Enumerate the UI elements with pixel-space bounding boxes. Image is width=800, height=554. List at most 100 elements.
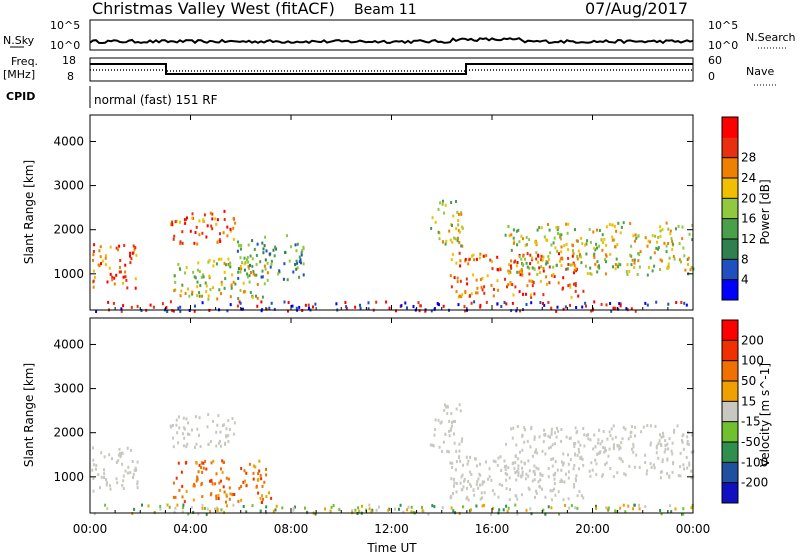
power-scatter-cell <box>277 272 280 276</box>
power-scatter-cell <box>618 302 621 306</box>
velocity-scatter-cell <box>192 498 195 502</box>
velocity-scatter-cell <box>563 480 566 484</box>
velocity-scatter-cell <box>552 473 555 477</box>
velocity-scatter-cell <box>463 479 466 483</box>
power-scatter-cell <box>483 291 486 295</box>
power-scatter-cell <box>552 272 555 276</box>
power-scatter-cell <box>683 254 686 258</box>
power-scatter-cell <box>201 231 204 235</box>
velocity-scatter-cell <box>577 440 580 444</box>
velocity-scatter-cell <box>479 497 482 501</box>
power-scatter-cell <box>92 258 94 262</box>
power-scatter-cell <box>669 229 672 233</box>
power-scatter-cell <box>431 216 434 220</box>
power-scatter-cell <box>300 251 303 255</box>
power-y-tick-label: 2000 <box>53 223 84 237</box>
power-scatter-cell <box>678 258 681 262</box>
power-scatter-cell <box>247 260 250 264</box>
power-scatter-cell <box>480 285 483 289</box>
velocity-scatter-cell <box>195 461 198 465</box>
power-scatter-cell <box>194 231 197 234</box>
power-scatter-cell <box>444 203 447 207</box>
velocity-scatter-cell <box>574 506 577 510</box>
velocity-scatter-cell <box>664 439 667 443</box>
velocity-scatter-cell <box>185 445 188 449</box>
power-colorbar-tick-label: 20 <box>741 191 756 205</box>
velocity-scatter-cell <box>176 503 179 507</box>
power-scatter-cell <box>605 254 608 258</box>
velocity-scatter-cell <box>92 489 95 493</box>
power-scatter-cell <box>216 297 219 301</box>
velocity-scatter-cell <box>453 484 455 488</box>
velocity-scatter-cell <box>116 481 119 485</box>
power-scatter-cell <box>573 264 576 268</box>
velocity-scatter-cell <box>506 509 509 513</box>
power-scatter-cell <box>574 228 576 232</box>
velocity-scatter-cell <box>682 463 685 467</box>
power-scatter-cell <box>208 274 211 278</box>
velocity-scatter-cell <box>499 455 502 459</box>
velocity-scatter-cell <box>553 477 556 481</box>
power-scatter-cell <box>300 253 303 257</box>
velocity-scatter-cell <box>573 482 576 486</box>
power-scatter-cell <box>234 282 237 286</box>
velocity-scatter-cell <box>469 482 471 486</box>
power-scatter-cell <box>115 273 118 277</box>
power-scatter-cell <box>644 301 647 305</box>
velocity-scatter-cell <box>595 504 597 508</box>
velocity-scatter-cell <box>593 433 596 437</box>
velocity-scatter-cell <box>475 482 478 486</box>
power-scatter-cell <box>556 228 559 232</box>
velocity-panel-frame <box>89 317 694 514</box>
velocity-scatter-cell <box>479 483 481 487</box>
velocity-scatter-cell <box>183 500 186 504</box>
power-scatter-cell <box>605 260 607 264</box>
power-scatter-cell <box>251 264 254 268</box>
velocity-scatter-cell <box>182 503 185 507</box>
power-scatter-cell <box>166 310 169 313</box>
power-scatter-cell <box>592 230 595 234</box>
velocity-scatter-cell <box>604 449 607 453</box>
velocity-scatter-cell <box>618 447 621 451</box>
power-scatter-cell <box>307 303 310 307</box>
velocity-scatter-cell <box>292 506 295 510</box>
power-scatter-cell <box>134 286 137 290</box>
power-scatter-cell <box>542 269 545 273</box>
power-scatter-cell <box>437 207 440 211</box>
velocity-scatter-cell <box>547 505 550 509</box>
power-scatter-cell <box>666 266 669 270</box>
power-scatter-cell <box>510 248 513 252</box>
velocity-scatter-cell <box>616 443 619 447</box>
power-scatter-cell <box>417 301 420 305</box>
power-scatter-cell <box>457 223 460 227</box>
power-scatter-cell <box>92 279 95 283</box>
power-scatter-cell <box>622 221 625 225</box>
power-scatter-cell <box>239 301 242 305</box>
velocity-scatter-cell <box>402 510 405 514</box>
velocity-scatter-cell <box>470 473 473 476</box>
velocity-scatter-cell <box>550 506 553 510</box>
velocity-scatter-cell <box>237 499 240 503</box>
power-scatter-cell <box>584 301 587 305</box>
velocity-scatter-cell <box>207 442 210 446</box>
velocity-scatter-cell <box>660 470 663 474</box>
velocity-scatter-cell <box>147 504 150 508</box>
power-scatter-cell <box>684 268 687 272</box>
velocity-scatter-cell <box>467 480 470 483</box>
velocity-scatter-cell <box>194 445 196 449</box>
power-scatter-cell <box>493 287 495 291</box>
power-scatter-cell <box>538 266 541 270</box>
velocity-scatter-cell <box>91 468 94 472</box>
velocity-scatter-cell <box>592 447 595 451</box>
power-scatter-cell <box>450 201 453 204</box>
power-scatter-cell <box>255 263 258 266</box>
power-scatter-cell <box>518 270 521 274</box>
power-scatter-cell <box>633 261 636 265</box>
velocity-scatter-cell <box>453 432 455 436</box>
power-scatter-cell <box>229 303 232 307</box>
velocity-scatter-cell <box>222 423 225 427</box>
power-scatter-cell <box>449 274 452 278</box>
power-scatter-cell <box>458 230 461 234</box>
power-scatter-cell <box>615 257 618 261</box>
power-scatter-cell <box>223 209 226 213</box>
